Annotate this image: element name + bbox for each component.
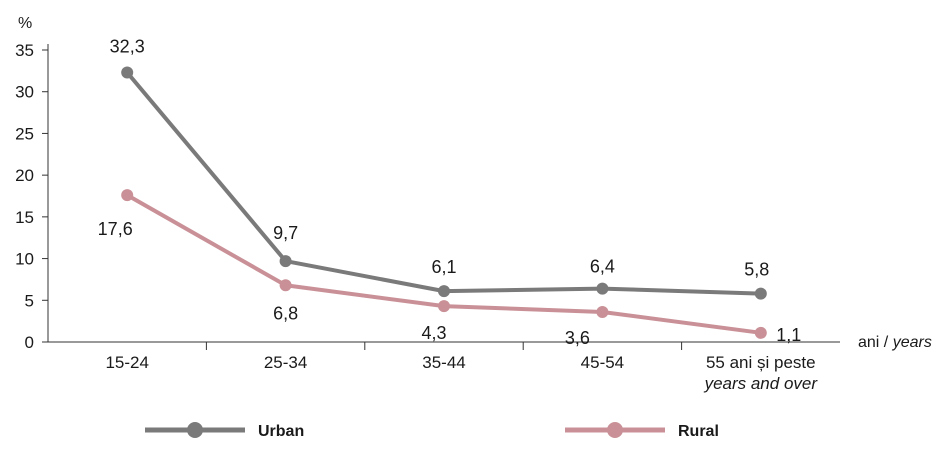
axes	[42, 44, 840, 350]
x-axis-title: ani / years	[858, 334, 932, 351]
legend: Urban Rural	[145, 422, 719, 440]
legend-swatch-dot-urban	[187, 422, 203, 438]
y-tick-label: 35	[15, 41, 34, 60]
data-label-rural: 3,6	[565, 328, 590, 348]
data-label-urban: 5,8	[744, 260, 769, 280]
data-point-urban	[279, 255, 292, 268]
y-tick-label: 5	[25, 291, 34, 310]
x-tick-label: 15-24	[105, 353, 148, 372]
data-point-rural	[121, 189, 134, 202]
y-tick-label: 0	[25, 333, 34, 352]
x-axis-title-sep: /	[879, 334, 892, 351]
data-point-rural	[754, 326, 767, 339]
data-label-rural: 1,1	[776, 325, 801, 345]
series-points	[121, 66, 767, 339]
y-tick-label: 30	[15, 83, 34, 102]
x-tick-label: 45-54	[581, 353, 624, 372]
y-axis-title: %	[18, 15, 32, 32]
x-axis-title-en: years	[892, 334, 932, 351]
x-tick-label: 55 ani și peste	[706, 353, 816, 372]
data-point-urban	[754, 287, 767, 300]
x-tick-label-line2: years and over	[704, 374, 819, 393]
data-point-urban	[596, 282, 609, 295]
data-label-urban: 6,4	[590, 257, 615, 277]
data-point-rural	[279, 279, 292, 292]
y-tick-label: 10	[15, 250, 34, 269]
data-point-rural	[596, 305, 609, 318]
legend-swatch-dot-rural	[607, 422, 623, 438]
x-tick-label: 25-34	[264, 353, 307, 372]
data-labels: 32,3 9,7 6,1 6,4 5,8 17,6 6,8 4,3 3,6 1,1	[98, 37, 802, 348]
data-point-rural	[438, 300, 450, 313]
data-point-urban	[121, 66, 134, 79]
data-label-rural: 4,3	[421, 323, 446, 343]
data-label-urban: 9,7	[273, 223, 298, 243]
data-label-rural: 17,6	[98, 219, 133, 239]
x-tick-label: 35-44	[422, 353, 465, 372]
data-label-urban: 6,1	[431, 257, 456, 277]
data-label-urban: 32,3	[110, 37, 145, 57]
tick-labels: 0 5 10 15 20 25 30 35 15-24 25-34 35-44 45-54 55 ani…	[15, 15, 932, 393]
data-label-rural: 6,8	[273, 303, 298, 323]
data-point-urban	[438, 285, 450, 298]
y-tick-label: 20	[15, 166, 34, 185]
x-axis-title-ro: ani	[858, 334, 879, 351]
legend-label-rural: Rural	[678, 423, 719, 440]
legend-label-urban: Urban	[258, 423, 304, 440]
y-tick-label: 25	[15, 124, 34, 143]
y-tick-label: 15	[15, 208, 34, 227]
